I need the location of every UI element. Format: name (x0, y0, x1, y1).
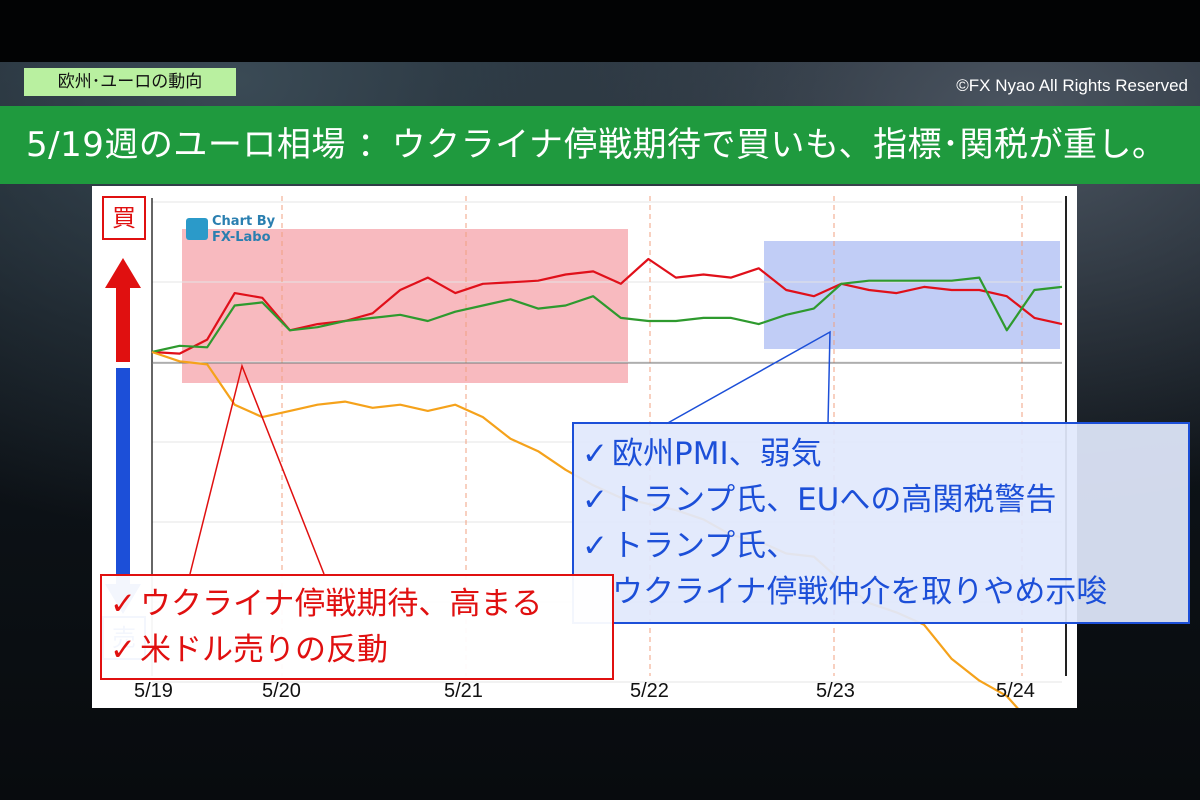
x-tick-label: 5/22 (630, 680, 669, 702)
red-callout-pointer (189, 363, 325, 575)
title-bar (0, 106, 1200, 184)
x-tick-label: 5/23 (816, 680, 855, 702)
bearish-item-1: ✓ 欧州PMI、弱気 (582, 436, 822, 472)
bearish-item-2: ✓ トランプ氏、EUへの高関税警告 (582, 482, 1057, 518)
check-icon: ✓ (582, 436, 608, 472)
logo-line2: FX-Labo (212, 230, 271, 245)
buy-label: 買 (102, 196, 146, 240)
magnifier-icon (186, 218, 208, 240)
check-icon: ✓ (110, 632, 136, 668)
bearish-item-3: ✓ トランプ氏、 (582, 528, 798, 564)
down-arrow-shaft (116, 368, 130, 584)
x-tick-label: 5/24 (996, 680, 1035, 702)
page-title: 5/19週のユーロ相場 ：ウクライナ停戦期待で買いも、指標･関税が重し。 (26, 125, 1167, 165)
bearish-factors-callout: ✓ 欧州PMI、弱気 ✓ トランプ氏、EUへの高関税警告 ✓ トランプ氏、 ウクライナ… (572, 422, 1190, 624)
check-icon: ✓ (582, 482, 608, 518)
top-black-bar (0, 0, 1200, 62)
usd-line (151, 276, 1063, 354)
copyright-text: ©FX Nyao All Rights Reserved (956, 76, 1188, 95)
check-icon: ✓ (582, 528, 608, 564)
bullish-factors-callout: ✓ ウクライナ停戦期待、高まる ✓ 米ドル売りの反動 (100, 574, 614, 680)
pointer-layer (189, 330, 831, 575)
logo-line1: Chart By (212, 214, 276, 229)
bullish-item-1: ✓ ウクライナ停戦期待、高まる (110, 586, 543, 622)
highlight-layer (182, 229, 1060, 383)
check-icon: ✓ (110, 586, 136, 622)
x-tick-label: 5/19 (134, 680, 173, 702)
chart-logo: Chart By FX-Labo (186, 214, 286, 248)
up-arrow-icon (105, 258, 141, 362)
bullish-item-2: ✓ 米ドル売りの反動 (110, 632, 388, 668)
blue-callout-pointer (665, 330, 831, 425)
x-tick-label: 5/21 (444, 680, 483, 702)
bearish-item-3-cont: ウクライナ停戦仲介を取りやめ示唆 (612, 574, 1108, 610)
eur-line (151, 257, 1063, 355)
section-tag: 欧州･ユーロの動向 (24, 68, 236, 96)
x-tick-label: 5/20 (262, 680, 301, 702)
